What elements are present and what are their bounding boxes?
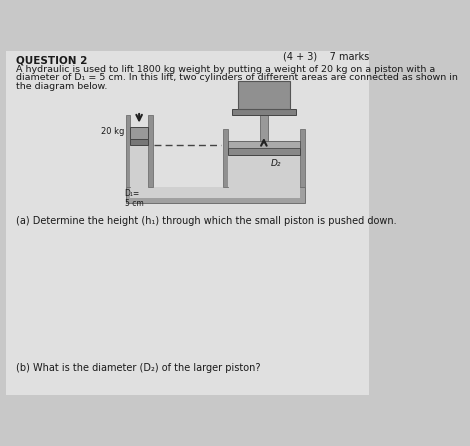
Text: the diagram below.: the diagram below. <box>16 82 107 91</box>
Bar <box>228 148 300 155</box>
Text: diameter of D₁ = 5 cm. In this lift, two cylinders of different areas are connec: diameter of D₁ = 5 cm. In this lift, two… <box>16 74 458 83</box>
Text: 20 kg: 20 kg <box>101 127 124 136</box>
Bar <box>130 145 148 187</box>
Text: D₁=
5 cm: D₁= 5 cm <box>125 189 143 208</box>
Bar <box>228 141 300 148</box>
Bar <box>232 109 296 115</box>
Bar <box>223 129 228 187</box>
Text: QUESTION 2: QUESTION 2 <box>16 56 87 66</box>
Bar <box>130 127 148 139</box>
Bar <box>130 139 148 145</box>
Bar <box>238 81 290 109</box>
Bar <box>125 187 305 203</box>
Bar <box>125 115 130 187</box>
Text: D₂: D₂ <box>270 158 281 168</box>
Bar <box>228 155 300 187</box>
Text: A hydraulic is used to lift 1800 kg weight by putting a weight of 20 kg on a pis: A hydraulic is used to lift 1800 kg weig… <box>16 65 435 74</box>
Bar <box>148 115 153 187</box>
Text: (b) What is the diameter (D₂) of the larger piston?: (b) What is the diameter (D₂) of the lar… <box>16 363 260 373</box>
Text: (a) Determine the height (h₁) through which the small piston is pushed down.: (a) Determine the height (h₁) through wh… <box>16 216 397 226</box>
Bar <box>260 115 268 141</box>
Bar <box>130 187 300 198</box>
Bar <box>300 129 305 187</box>
Text: (4 + 3)    7 marks: (4 + 3) 7 marks <box>283 51 369 61</box>
